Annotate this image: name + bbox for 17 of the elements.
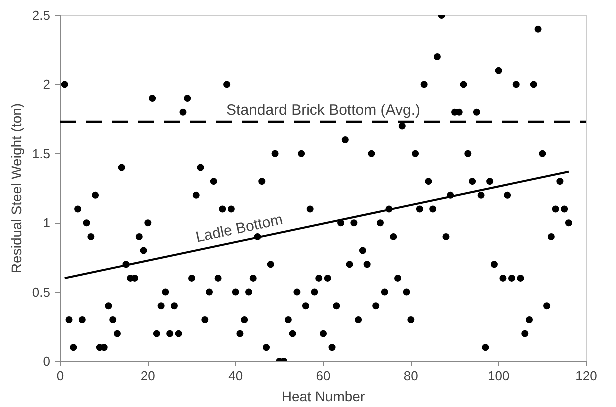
y-tick-label: 2.5 [32,8,51,23]
x-axis-title: Heat Number [282,388,366,404]
x-tick-label: 80 [404,368,418,384]
x-tick-label: 120 [576,368,598,384]
x-tick-label: 60 [316,368,331,384]
annotation: Ladle Bottom [194,211,285,246]
y-tick-label: 1.5 [32,146,51,162]
x-tick-label: 40 [228,368,244,384]
y-tick-label: 1 [43,216,51,231]
y-axis-title: Residual Steel Weight (ton) [8,103,24,274]
x-tick-label: 100 [488,368,510,384]
y-tick-label: 0.5 [32,284,51,300]
y-tick-label: 0 [43,354,51,369]
x-tick-label: 0 [56,368,64,384]
y-tick-label: 2 [43,77,51,92]
x-tick-label: 20 [140,368,156,384]
ref-line-label: Standard Brick Bottom (Avg.) [226,102,420,120]
